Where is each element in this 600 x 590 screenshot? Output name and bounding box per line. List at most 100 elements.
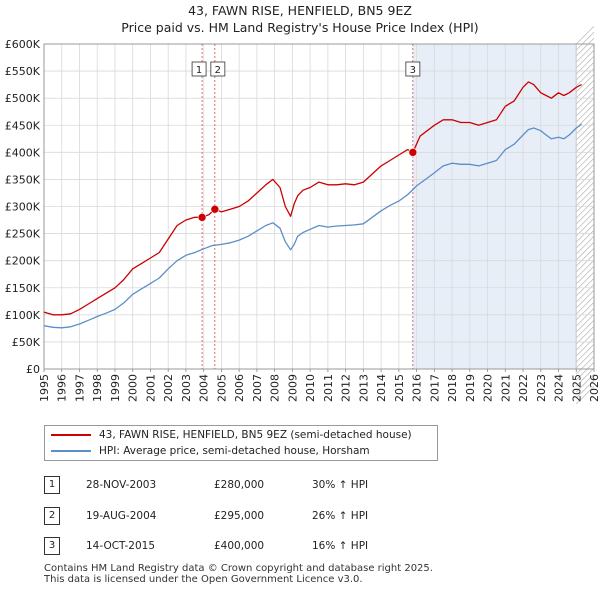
x-tick-label: 2010 xyxy=(304,374,317,402)
x-tick-label: 2021 xyxy=(499,374,512,402)
x-tick-label: 2024 xyxy=(553,374,566,402)
transaction-label-box xyxy=(210,61,226,77)
series-line-property xyxy=(43,81,582,316)
y-tick-label: £300K xyxy=(5,201,41,214)
forecast-hatch xyxy=(575,259,595,279)
x-tick-label: 2022 xyxy=(517,374,530,402)
forecast-hatch xyxy=(575,73,595,93)
x-tick-label: 1999 xyxy=(109,374,122,402)
forecast-hatch xyxy=(575,25,595,45)
forecast-hatch xyxy=(575,151,595,171)
forecast-hatch xyxy=(575,355,595,375)
sale-date: 28-NOV-2003 xyxy=(86,479,157,491)
y-tick-label: £600K xyxy=(5,38,41,51)
y-tick-label: £250K xyxy=(5,228,41,241)
x-tick-label: 1998 xyxy=(91,374,104,402)
transaction-label: 1 xyxy=(196,65,202,76)
forecast-hatch xyxy=(575,343,595,363)
y-tick-label: £100K xyxy=(5,309,41,322)
forecast-hatch xyxy=(575,265,595,285)
transaction-label-box xyxy=(405,61,421,77)
title-subtitle: Price paid vs. HM Land Registry's House … xyxy=(121,20,479,35)
forecast-hatch xyxy=(575,37,595,57)
x-tick-label: 2016 xyxy=(411,374,424,402)
y-tick-label: £450K xyxy=(5,119,41,132)
forecast-hatch xyxy=(575,193,595,213)
x-tick-label: 2023 xyxy=(535,374,548,402)
legend-item-hpi: HPI: Average price, semi-detached house,… xyxy=(51,443,370,459)
chart: £0 £50K £100K £150K £200K £250K £300K £350K £400… xyxy=(5,25,600,405)
forecast-hatch xyxy=(575,337,595,357)
x-tick-label: 2009 xyxy=(286,374,299,402)
x-tick-label: 1997 xyxy=(73,374,86,402)
legend-swatch-hpi xyxy=(51,450,91,452)
transaction-point xyxy=(408,148,418,157)
forecast-hatch xyxy=(575,313,595,333)
x-tick-label: 2017 xyxy=(428,374,441,402)
sale-date: 19-AUG-2004 xyxy=(86,510,157,522)
forecast-hatch xyxy=(575,103,595,123)
series-line-hpi xyxy=(43,123,582,329)
x-tick-label: 2002 xyxy=(162,374,175,402)
forecast-hatch xyxy=(575,325,595,345)
forecast-hatch xyxy=(575,79,595,99)
x-tick-label: 2007 xyxy=(251,374,264,402)
forecast-hatch xyxy=(575,301,595,321)
forecast-hatch xyxy=(575,187,595,207)
forecast-hatch xyxy=(575,85,595,105)
forecast-hatch xyxy=(575,157,595,177)
sale-number: 2 xyxy=(44,507,60,525)
legend: 43, FAWN RISE, HENFIELD, BN5 9EZ (semi-d… xyxy=(44,425,438,461)
x-tick-label: 2008 xyxy=(269,374,282,402)
forecast-hatch xyxy=(575,367,595,387)
x-tick-label: 2003 xyxy=(180,374,193,402)
forecast-hatch xyxy=(575,127,595,147)
forecast-hatch xyxy=(575,223,595,243)
x-tick-label: 2012 xyxy=(340,374,353,402)
x-tick-label: 2025 xyxy=(570,374,583,402)
sale-number: 1 xyxy=(44,476,60,494)
forecast-hatch xyxy=(575,97,595,117)
x-tick-label: 2005 xyxy=(215,374,228,402)
forecast-hatch xyxy=(575,331,595,351)
forecast-hatch xyxy=(575,241,595,261)
forecast-hatch xyxy=(575,319,595,339)
forecast-hatch xyxy=(575,361,595,381)
x-tick-label: 2004 xyxy=(198,374,211,402)
legend-label-hpi: HPI: Average price, semi-detached house,… xyxy=(99,445,370,457)
x-tick-label: 2011 xyxy=(322,374,335,402)
x-tick-label: 2001 xyxy=(144,374,157,402)
x-tick-label: 1996 xyxy=(56,374,69,402)
transaction-point xyxy=(210,204,220,214)
footer-licence: This data is licensed under the Open Gov… xyxy=(44,574,363,585)
forecast-hatch xyxy=(575,145,595,165)
sale-date: 14-OCT-2015 xyxy=(86,540,155,552)
x-tick-label: 2015 xyxy=(393,374,406,402)
forecast-hatch xyxy=(575,91,595,111)
sale-price: £400,000 xyxy=(214,540,265,552)
forecast-hatch xyxy=(575,307,595,327)
chart-title: 43, FAWN RISE, HENFIELD, BN5 9EZ Price p… xyxy=(0,2,600,36)
forecast-hatch xyxy=(575,235,595,255)
forecast-hatch xyxy=(575,139,595,159)
y-tick-label: £200K xyxy=(5,255,41,268)
y-tick-label: £50K xyxy=(12,336,41,349)
x-tick-label: 2019 xyxy=(464,374,477,402)
y-tick-label: £550K xyxy=(5,65,41,78)
forecast-hatch xyxy=(575,283,595,303)
forecast-hatch xyxy=(575,181,595,201)
legend-label-property: 43, FAWN RISE, HENFIELD, BN5 9EZ (semi-d… xyxy=(99,429,412,441)
forecast-hatch xyxy=(575,43,595,63)
sale-number: 3 xyxy=(44,537,60,555)
forecast-hatch xyxy=(575,133,595,153)
legend-item-property: 43, FAWN RISE, HENFIELD, BN5 9EZ (semi-d… xyxy=(51,427,412,443)
y-tick-label: £400K xyxy=(5,146,41,159)
forecast-hatch xyxy=(575,289,595,309)
transaction-label: 2 xyxy=(215,65,221,76)
forecast-hatch xyxy=(575,49,595,69)
y-tick-label: £0 xyxy=(26,363,40,376)
forecast-hatch xyxy=(575,253,595,273)
x-tick-label: 2014 xyxy=(375,374,388,402)
legend-swatch-property xyxy=(51,434,91,436)
x-tick-label: 2000 xyxy=(127,374,140,402)
